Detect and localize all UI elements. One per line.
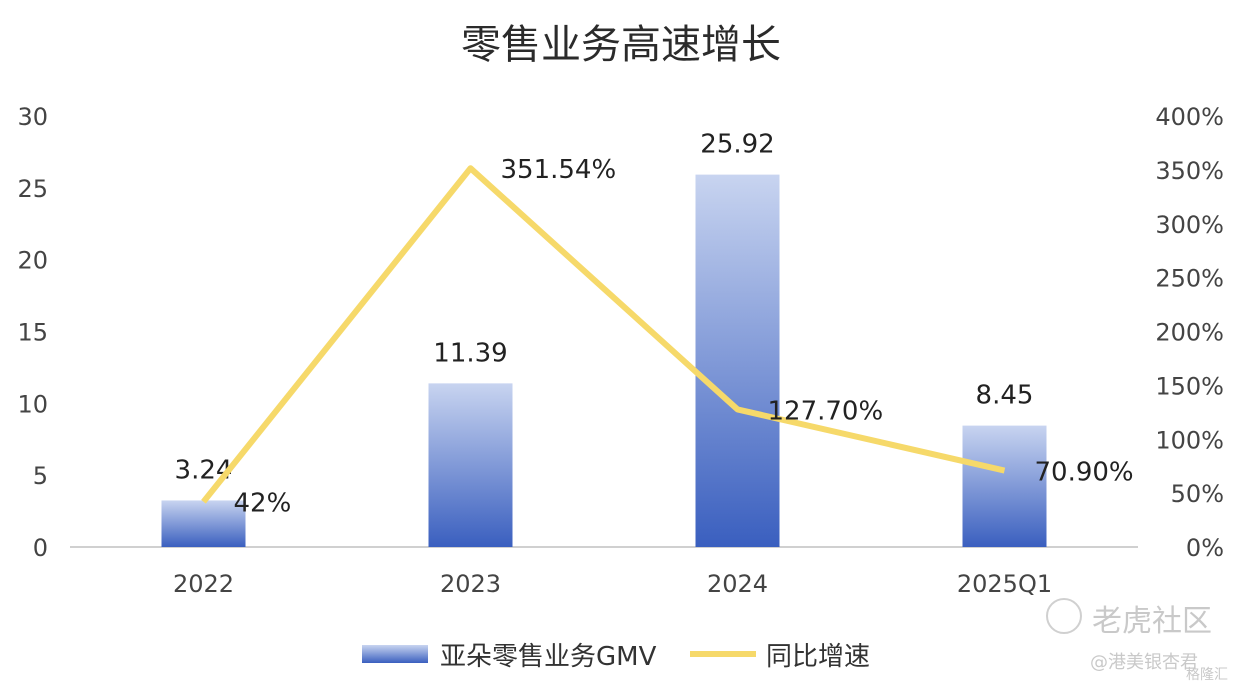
left-axis-ticks: 0 5 10 15 20 25 30 (17, 103, 48, 562)
watermark-source: 格隆汇 (1186, 667, 1228, 683)
right-tick-label: 350% (1155, 157, 1224, 185)
legend-label-growth: 同比增速 (766, 642, 870, 672)
right-tick-label: 100% (1155, 426, 1224, 454)
gmv-bar (962, 425, 1047, 547)
watermark-brand: 老虎社区 (1092, 604, 1212, 639)
category-label: 2022 (173, 570, 234, 598)
category-axis-labels: 2022 2023 2024 2025Q1 (173, 570, 1052, 598)
category-label: 2023 (440, 570, 501, 598)
right-tick-label: 400% (1155, 103, 1224, 131)
growth-point-label: 42% (234, 489, 292, 519)
line-data-labels: 42% 351.54% 127.70% 70.90% (234, 155, 1134, 519)
right-tick-label: 250% (1155, 265, 1224, 293)
growth-line (201, 165, 1006, 504)
left-tick-label: 10 (17, 390, 48, 418)
left-tick-label: 20 (17, 247, 48, 275)
gmv-bar (161, 500, 246, 547)
gmv-bar-label: 11.39 (433, 338, 507, 368)
right-axis-ticks: 0% 50% 100% 150% 200% 250% 300% 350% 400% (1155, 103, 1224, 562)
left-tick-label: 0 (33, 534, 48, 562)
growth-point-label: 351.54% (501, 155, 617, 185)
left-tick-label: 5 (33, 462, 48, 490)
gmv-bar-label: 25.92 (700, 130, 774, 160)
category-label: 2025Q1 (957, 570, 1052, 598)
right-tick-label: 200% (1155, 319, 1224, 347)
legend-label-gmv: 亚朵零售业务GMV (440, 642, 657, 672)
growth-point-label: 70.90% (1035, 458, 1134, 488)
right-tick-label: 0% (1186, 534, 1224, 562)
left-tick-label: 25 (17, 175, 48, 203)
gmv-bar (695, 174, 780, 547)
watermark-handle: @港美银杏君 (1090, 652, 1198, 673)
category-label: 2024 (707, 570, 768, 598)
gmv-bar-label: 8.45 (976, 381, 1034, 411)
right-tick-label: 150% (1155, 372, 1224, 400)
bar-series (161, 174, 1047, 547)
legend-swatch-gmv (362, 645, 428, 663)
legend: 亚朵零售业务GMV 同比增速 (362, 642, 870, 672)
watermark-logo-icon (1046, 598, 1082, 634)
left-tick-label: 15 (17, 319, 48, 347)
right-tick-label: 300% (1155, 211, 1224, 239)
growth-point-label: 127.70% (768, 396, 884, 426)
chart-title: 零售业务高速增长 (461, 22, 781, 68)
right-tick-label: 50% (1171, 480, 1224, 508)
gmv-bar (428, 383, 513, 547)
left-tick-label: 30 (17, 103, 48, 131)
